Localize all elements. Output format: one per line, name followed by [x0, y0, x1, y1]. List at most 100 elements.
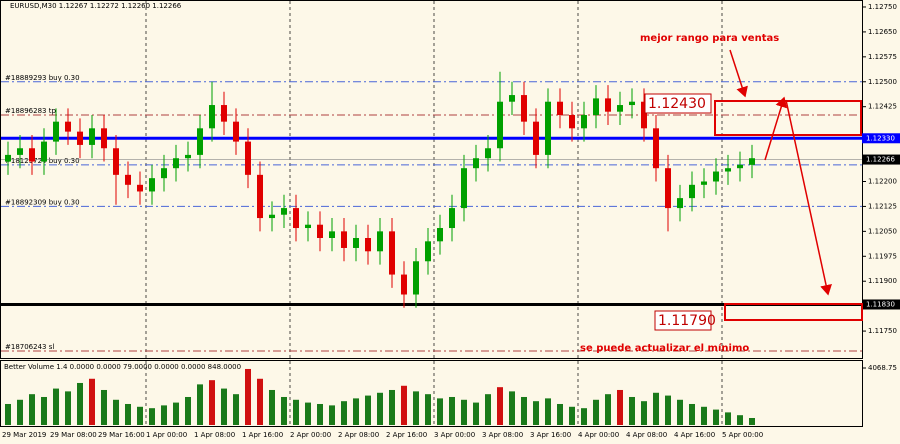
volume-bar	[509, 391, 515, 425]
y-tick-label: 1.11900	[868, 277, 897, 285]
order-label: #18706243 sl	[5, 343, 54, 351]
volume-bar	[317, 403, 323, 425]
candle-body	[41, 141, 47, 162]
x-tick-label: 2 Apr 16:00	[386, 431, 427, 439]
candle-body	[257, 174, 263, 219]
candle-body	[341, 231, 347, 248]
candle-body	[713, 171, 719, 182]
axis: 1.11750 1.11900 1.11975 1.12050 1.12125 1.122…	[2, 3, 900, 439]
x-tick-label: 1 Apr 08:00	[194, 431, 235, 439]
volume-bar	[701, 406, 707, 425]
x-tick-label: 3 Apr 00:00	[434, 431, 475, 439]
candle-body	[641, 101, 647, 129]
price-tag	[862, 133, 900, 144]
chart-title: EURUSD,M30 1.12267 1.12272 1.12260 1.122…	[10, 2, 182, 10]
min-box	[724, 303, 863, 321]
volume-bar	[749, 417, 755, 425]
candle-body	[77, 131, 83, 145]
candle-body	[545, 101, 551, 155]
candle-body	[17, 148, 23, 155]
volume-bar	[401, 385, 407, 425]
volume-bar	[653, 392, 659, 425]
candle-body	[413, 261, 419, 295]
min-price: 1.11790	[658, 313, 716, 329]
volume-bar	[5, 403, 11, 425]
x-tick-label: 2 Apr 00:00	[290, 431, 331, 439]
volume-bar	[53, 388, 59, 425]
volume-bar	[689, 403, 695, 425]
volume-bar	[677, 399, 683, 425]
volume-bar	[461, 399, 467, 425]
arrow	[764, 96, 788, 161]
y-tick-label: 1.12050	[868, 227, 897, 235]
volume-bar	[305, 402, 311, 425]
volume-bar	[197, 384, 203, 425]
volume-bar	[161, 405, 167, 425]
y-tick-label: 1.12125	[868, 202, 897, 210]
candle-body	[677, 198, 683, 209]
volume-bar	[89, 378, 95, 425]
arrow	[785, 99, 832, 296]
volume-bar	[665, 395, 671, 425]
volume-bar	[521, 396, 527, 425]
volume-bar	[605, 394, 611, 425]
volume-bar	[413, 391, 419, 425]
volume-bar	[737, 415, 743, 425]
volume-bar	[17, 399, 23, 425]
x-tick-label: 4 Apr 00:00	[578, 431, 619, 439]
arrow	[729, 49, 748, 98]
volume-bar	[485, 394, 491, 425]
sell-range-box	[714, 100, 862, 136]
volume-bar	[389, 389, 395, 425]
x-tick-label: 1 Apr 00:00	[146, 431, 187, 439]
volume-bar	[341, 401, 347, 425]
volume-bar	[77, 382, 83, 425]
volume-bar	[173, 402, 179, 425]
volume-title: Better Volume 1.4 0.0000 0.0000 79.0000 …	[4, 363, 241, 371]
y-tick-label: 1.11750	[868, 327, 897, 335]
volume-bar	[185, 396, 191, 425]
candle-body	[593, 98, 599, 116]
x-tick-label: 3 Apr 16:00	[530, 431, 571, 439]
candle-body	[617, 105, 623, 112]
volume-bar	[497, 387, 503, 425]
volume-bar	[641, 401, 647, 425]
volume-bar	[545, 398, 551, 425]
candle-body	[461, 168, 467, 209]
candle-body	[137, 184, 143, 192]
candle-body	[281, 208, 287, 215]
candle-body	[497, 101, 503, 149]
candle-body	[353, 238, 359, 248]
candle-body	[701, 181, 707, 185]
x-tick-label: 5 Apr 00:00	[722, 431, 763, 439]
y-tick-label: 1.12500	[868, 78, 897, 86]
volume-bar	[425, 394, 431, 425]
volume-bar	[365, 395, 371, 425]
volume-bar	[557, 403, 563, 425]
volume-bar	[293, 399, 299, 425]
candle-body	[629, 101, 635, 106]
volume-bar	[149, 408, 155, 425]
sell-price-box	[644, 93, 712, 114]
volume-bar	[377, 392, 383, 425]
grid	[145, 1, 723, 426]
volume-bar	[209, 380, 215, 425]
candle-body	[377, 231, 383, 252]
volume-bar	[581, 408, 587, 425]
candle-body	[185, 154, 191, 159]
candle-body	[473, 158, 479, 169]
candle-body	[101, 128, 107, 149]
volume-pane	[0, 360, 863, 427]
volume-bar	[629, 396, 635, 425]
volume-bars	[5, 368, 755, 425]
volume-bar	[725, 412, 731, 425]
price-tag	[862, 299, 900, 310]
min-price-box	[654, 310, 712, 331]
candle-body	[653, 128, 659, 169]
price-tag-label: 1.12330	[866, 134, 895, 142]
candle-body	[233, 121, 239, 142]
candle-body	[245, 141, 251, 175]
candle-body	[29, 148, 35, 162]
candle-body	[689, 184, 695, 199]
